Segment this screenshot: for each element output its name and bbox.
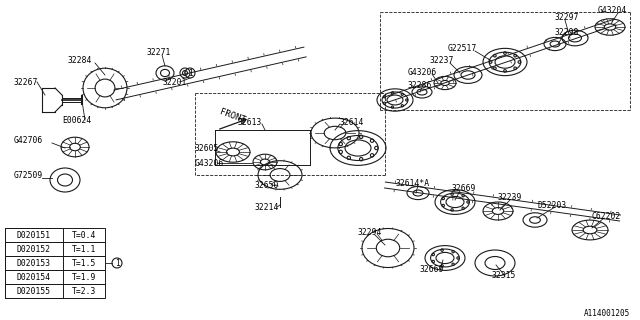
- Text: T=2.3: T=2.3: [72, 286, 96, 295]
- Text: 32669: 32669: [420, 266, 444, 275]
- Text: D52203: D52203: [538, 201, 567, 210]
- Bar: [5, 256, 63, 270]
- Text: D020153: D020153: [17, 259, 51, 268]
- Text: FRONT: FRONT: [218, 108, 247, 125]
- Text: 32286: 32286: [408, 81, 433, 90]
- Bar: [5, 228, 63, 242]
- Text: G22517: G22517: [448, 44, 477, 52]
- Bar: [5, 242, 105, 256]
- Text: 32239: 32239: [498, 193, 522, 202]
- Text: 32605: 32605: [195, 143, 220, 153]
- Text: 32298: 32298: [555, 28, 579, 36]
- Text: 32284: 32284: [68, 55, 92, 65]
- Text: G42706: G42706: [14, 135, 44, 145]
- Text: 32614: 32614: [340, 117, 364, 126]
- Text: 32669: 32669: [452, 183, 476, 193]
- Text: 32214: 32214: [255, 203, 280, 212]
- Text: T=1.9: T=1.9: [72, 273, 96, 282]
- Text: G43204: G43204: [598, 5, 627, 14]
- Text: G72509: G72509: [14, 171, 44, 180]
- Text: A114001205: A114001205: [584, 308, 630, 317]
- Text: T=1.1: T=1.1: [72, 244, 96, 253]
- Text: D020154: D020154: [17, 273, 51, 282]
- Text: 32201: 32201: [163, 77, 188, 86]
- Text: G43206: G43206: [408, 68, 437, 76]
- Text: 32613: 32613: [238, 117, 262, 126]
- Text: 32315: 32315: [492, 271, 516, 281]
- Text: 32614*A: 32614*A: [396, 179, 430, 188]
- Text: 32267: 32267: [14, 77, 38, 86]
- Text: C62202: C62202: [592, 212, 621, 220]
- Text: 32297: 32297: [555, 12, 579, 21]
- Bar: [5, 284, 63, 298]
- Text: D020152: D020152: [17, 244, 51, 253]
- Bar: [5, 228, 105, 242]
- Text: E00624: E00624: [62, 116, 92, 124]
- Text: 32237: 32237: [430, 55, 454, 65]
- Bar: [5, 284, 105, 298]
- Text: 32294: 32294: [358, 228, 382, 236]
- Text: G43206: G43206: [195, 158, 224, 167]
- Text: 32650: 32650: [255, 180, 280, 189]
- Text: 32271: 32271: [147, 47, 172, 57]
- Text: 1: 1: [188, 68, 192, 77]
- Bar: [5, 242, 63, 256]
- Bar: [5, 270, 63, 284]
- Text: D020151: D020151: [17, 230, 51, 239]
- Bar: [5, 270, 105, 284]
- Text: 1: 1: [115, 259, 119, 268]
- Text: D020155: D020155: [17, 286, 51, 295]
- Text: T=0.4: T=0.4: [72, 230, 96, 239]
- Bar: [5, 256, 105, 270]
- Text: T=1.5: T=1.5: [72, 259, 96, 268]
